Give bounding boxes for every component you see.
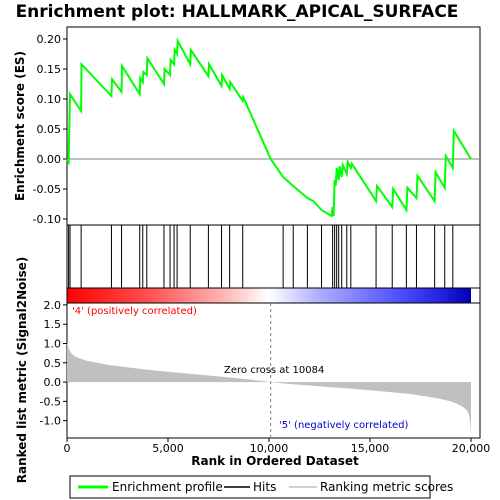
enrichment-profile-line (66, 37, 472, 218)
metric-x-tick-label: 5,000 (152, 442, 184, 455)
legend-enrichment-label: Enrichment profile (112, 480, 223, 494)
legend-hits-label: Hits (253, 480, 276, 494)
metric-x-label: Rank in Ordered Dataset (191, 454, 359, 468)
es-y-tick-label: 0.15 (37, 63, 62, 76)
negative-correlation-label: '5' (negatively correlated) (279, 420, 408, 431)
metric-y-tick-label: 0.5 (44, 357, 62, 370)
hits-frame (66, 224, 481, 289)
hits-group (68, 225, 454, 288)
metric-x-tick-label: 10,000 (250, 442, 289, 455)
metric-y-tick-label: 0.0 (44, 376, 62, 389)
zero-cross-label: Zero cross at 10084 (224, 365, 324, 376)
metric-y-tick-label: -1.0 (40, 415, 61, 428)
metric-y-label: Ranked list metric (Signal2Noise) (15, 257, 29, 484)
metric-y-tick-label: 1.5 (44, 318, 62, 331)
es-y-tick-label: 0.10 (37, 93, 62, 106)
metric-y-axis: -1.0 -0.5 0.0 0.5 1.0 1.5 2.0 (40, 299, 67, 428)
legend-metric-label: Ranking metric scores (320, 480, 453, 494)
metric-x-axis: 0 5,000 10,000 15,000 20,000 (64, 438, 491, 455)
chart-title: Enrichment plot: HALLMARK_APICAL_SURFACE (16, 2, 459, 22)
metric-x-tick-label: 20,000 (452, 442, 491, 455)
positive-correlation-label: '4' (positively correlated) (72, 306, 197, 317)
es-y-tick-label: 0.00 (37, 153, 62, 166)
es-y-tick-label: 0.05 (37, 123, 62, 136)
es-y-tick-label: 0.20 (37, 33, 62, 46)
es-plot-frame (66, 26, 481, 226)
metric-y-tick-label: 2.0 (44, 299, 62, 312)
metric-y-tick-label: -0.5 (40, 395, 61, 408)
metric-y-tick-label: 1.0 (44, 338, 62, 351)
es-y-tick-label: -0.05 (33, 183, 61, 196)
ranking-metric-area (67, 342, 471, 436)
es-y-label: Enrichment score (ES) (13, 51, 27, 201)
metric-x-tick-label: 0 (64, 442, 71, 455)
ranking-heatmap-bar (67, 288, 471, 303)
metric-x-tick-label: 15,000 (351, 442, 390, 455)
es-y-axis: -0.10 -0.05 0.00 0.05 0.10 0.15 0.20 (33, 33, 67, 226)
es-y-tick-label: -0.10 (33, 213, 61, 226)
